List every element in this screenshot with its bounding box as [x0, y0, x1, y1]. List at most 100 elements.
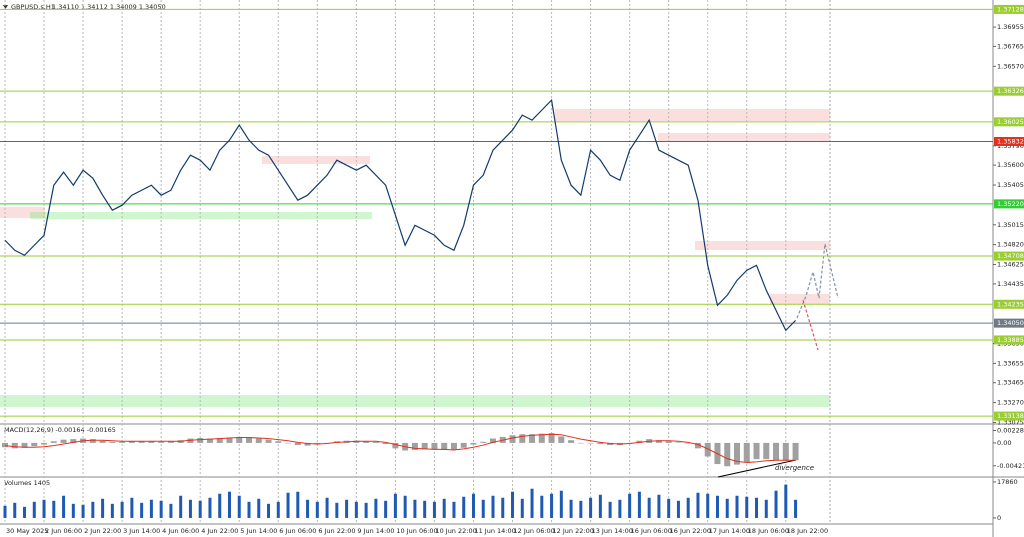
macd-bar — [109, 441, 116, 443]
x-tick-label: 3 Jun 14:00 — [123, 527, 160, 535]
volume-bar — [354, 501, 358, 518]
level-label: 1.33885 — [994, 335, 1024, 345]
y-tick-label: 1.36955 — [997, 23, 1024, 31]
macd-bar — [255, 438, 262, 443]
macd-bar — [724, 442, 731, 467]
volume-bar — [471, 493, 475, 518]
macd-bar — [167, 441, 174, 443]
volume-bar — [452, 501, 456, 518]
macd-bar — [41, 442, 48, 445]
volume-bar — [442, 498, 446, 518]
macd-bar — [226, 437, 233, 443]
macd-bar — [275, 441, 282, 443]
volume-bar — [657, 494, 661, 518]
zone — [0, 395, 830, 407]
level-label: 1.34235 — [994, 299, 1024, 309]
x-tick-label: 16 Jun 06:00 — [631, 527, 672, 535]
volume-bar — [618, 499, 622, 518]
volume-bar — [110, 503, 114, 518]
macd-bar — [597, 442, 604, 444]
volume-bar — [237, 495, 241, 518]
ohlc-text: 1.34110 1.34112 1.34009 1.34050 — [52, 3, 166, 11]
volume-bar — [188, 499, 192, 518]
macd-bar — [304, 442, 311, 446]
volume-bar — [764, 499, 768, 518]
macd-bar — [519, 434, 526, 443]
zone — [695, 241, 830, 250]
level-label: 1.34708 — [994, 251, 1024, 261]
volume-bar — [198, 500, 202, 518]
x-tick-label: 16 Jun 22:00 — [670, 527, 711, 535]
macd-bar — [265, 439, 272, 443]
y-tick-label: 17860 — [997, 478, 1018, 486]
volume-bar — [384, 500, 388, 518]
volume-bar — [667, 498, 671, 518]
forecast-path — [802, 299, 819, 351]
zone — [658, 133, 830, 141]
macd-title: MACD(12,26,9) -0.00164 -0.00165 — [4, 426, 116, 434]
volume-bar — [42, 499, 46, 518]
macd-bar — [89, 439, 96, 443]
volume-bar — [149, 499, 153, 518]
macd-bar — [704, 442, 711, 457]
volume-bar — [393, 493, 397, 518]
volume-bar — [637, 491, 641, 518]
volume-bar — [774, 490, 778, 518]
macd-bar — [685, 442, 692, 444]
x-tick-label: 12 Jun 22:00 — [553, 527, 594, 535]
level-label: 1.35220 — [994, 199, 1024, 209]
y-tick-label: 1.33655 — [997, 359, 1024, 367]
x-tick-label: 5 Jun 14:00 — [240, 527, 277, 535]
macd-bar — [450, 442, 457, 450]
x-tick-label: 6 Jun 06:00 — [279, 527, 316, 535]
x-tick-label: 10 Jun 06:00 — [396, 527, 437, 535]
macd-bar — [431, 442, 438, 450]
macd-bar — [353, 440, 360, 443]
macd-bar — [158, 441, 165, 443]
menu-icon[interactable] — [3, 5, 8, 9]
macd-bar — [216, 438, 223, 443]
volume-bar — [335, 502, 339, 518]
macd-bar — [236, 436, 243, 443]
level-label: 1.36326 — [994, 86, 1024, 96]
volume-bar — [540, 495, 544, 518]
macd-bar — [441, 442, 448, 450]
volume-bar — [325, 497, 329, 518]
volume-bar — [374, 498, 378, 518]
volume-bar — [706, 493, 710, 518]
volume-bar — [179, 495, 183, 518]
volume-bar — [647, 497, 651, 518]
macd-bar — [119, 441, 126, 443]
volume-title: Volumes 1405 — [4, 479, 50, 487]
level-text: 1.36025 — [997, 118, 1024, 126]
volume-bar — [159, 500, 163, 518]
level-box — [994, 318, 1024, 328]
x-tick-label: 2 Jun 06:00 — [45, 527, 82, 535]
macd-bar — [675, 442, 682, 443]
volume-bar — [315, 501, 319, 518]
volume-bar — [598, 494, 602, 518]
x-tick-label: 4 Jun 22:00 — [201, 527, 238, 535]
macd-bar — [538, 433, 545, 443]
macd-bar — [50, 441, 57, 443]
x-tick-label: 30 May 2025 — [6, 527, 48, 535]
volume-bar — [579, 500, 583, 518]
macd-bar — [421, 442, 428, 450]
volume-bar — [735, 495, 739, 518]
volume-bar — [511, 491, 515, 518]
volume-bar — [628, 493, 632, 518]
volume-bar — [676, 500, 680, 518]
level-box — [994, 137, 1024, 147]
volume-bar — [3, 505, 7, 518]
macd-bar — [382, 442, 389, 444]
macd-bar — [411, 442, 418, 450]
macd-bar — [470, 442, 477, 445]
level-box — [994, 251, 1024, 261]
level-text: 1.37128 — [997, 5, 1024, 13]
y-tick-label: 1.34820 — [997, 241, 1024, 249]
macd-bar — [490, 438, 496, 443]
volume-bar — [208, 497, 212, 518]
volume-bar — [364, 502, 368, 518]
